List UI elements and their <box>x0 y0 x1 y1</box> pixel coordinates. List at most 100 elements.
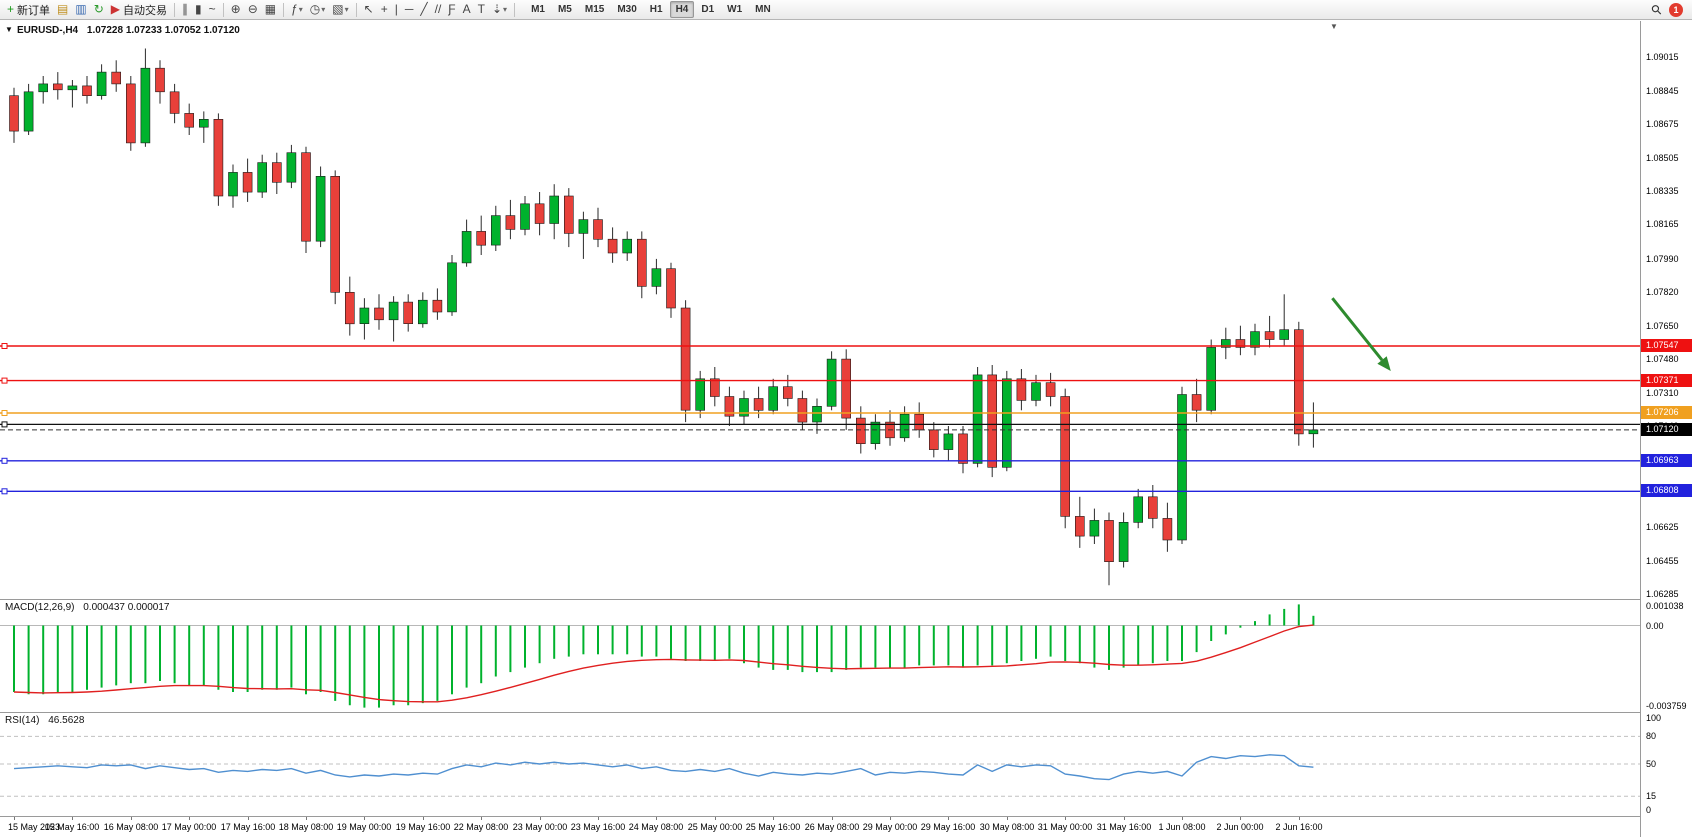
rsi-value-label: 46.5628 <box>48 715 85 726</box>
price-level-badge: 1.06808 <box>1641 484 1692 497</box>
timeframe-w1-button[interactable]: W1 <box>727 4 743 15</box>
timeframe-h4-button[interactable]: H4 <box>669 1 695 18</box>
time-axis-tick <box>1182 817 1183 820</box>
time-axis-tick <box>890 817 891 820</box>
chart-header: EURUSD-,H4 1.07228 1.07233 1.07052 1.071… <box>17 25 240 36</box>
time-axis-label: 19 May 00:00 <box>336 822 392 832</box>
time-axis-label: 2 Jun 00:00 <box>1216 822 1264 832</box>
price-chart-panel[interactable]: ▼ EURUSD-,H4 1.07228 1.07233 1.07052 1.0… <box>0 21 1640 599</box>
trendline-button[interactable]: ╱ <box>417 1 430 18</box>
time-axis-tick <box>189 817 190 820</box>
timeframe-m15-button[interactable]: M15 <box>584 4 605 15</box>
panel-separator-rsi[interactable] <box>0 712 1692 713</box>
indicators-button[interactable]: ƒ ▾ <box>288 1 306 18</box>
time-axis[interactable]: 15 May 2023 15 May 16:00 16 May 08:00 17 Ma… <box>0 817 1640 837</box>
timeframe-m5-button[interactable]: M5 <box>557 4 572 15</box>
price-axis-label: 1.07990 <box>1646 254 1679 264</box>
time-axis-tick <box>1124 817 1125 820</box>
crosshair-button[interactable]: + <box>378 1 391 18</box>
channel-button[interactable]: // <box>432 1 445 18</box>
chart-window-button[interactable]: ▤ <box>54 1 71 18</box>
text-button[interactable]: A <box>460 1 474 18</box>
periods-button[interactable]: ◷ ▾ <box>307 1 329 18</box>
auto-trading-button[interactable]: ▶ 自动交易 <box>108 1 170 18</box>
time-axis-tick <box>1007 817 1008 820</box>
rsi-axis-label: 100 <box>1646 713 1662 723</box>
zoom-in-button[interactable]: ⊕ <box>228 1 244 18</box>
notification-badge[interactable]: 1 <box>1669 2 1683 17</box>
time-axis-tick <box>598 817 599 820</box>
search-icon[interactable]: ⚲ <box>1648 0 1666 18</box>
macd-values-label: 0.000437 0.000017 <box>83 602 170 613</box>
time-axis-label: 2 Jun 16:00 <box>1275 822 1323 832</box>
print-button[interactable]: ▥ <box>72 1 89 18</box>
level-anchor[interactable] <box>1 343 8 349</box>
panel-separator-macd[interactable] <box>0 599 1692 600</box>
chart-shift-marker[interactable]: ▼ <box>1330 22 1338 31</box>
timeframe-m1-button[interactable]: M1 <box>531 4 545 15</box>
vertical-line-button[interactable]: | <box>392 1 401 18</box>
timeframe-mn-button[interactable]: MN <box>755 4 771 15</box>
tile-windows-button[interactable]: ▦ <box>262 1 279 18</box>
candlestick-chart[interactable] <box>0 21 1640 599</box>
candles-chart-icon: ▮ <box>195 2 202 16</box>
cursor-button[interactable]: ↖ <box>361 1 377 18</box>
arrows-icon: ⇣ <box>491 2 503 16</box>
time-axis-label: 15 May 2023 <box>8 822 61 832</box>
horizontal-line-button[interactable]: ─ <box>402 1 417 18</box>
auto-trading-button-label: 自动交易 <box>123 4 167 17</box>
rsi-panel[interactable]: RSI(14) 46.5628 <box>0 713 1640 816</box>
toolbar-right: ⚲ 1 <box>1648 0 1688 18</box>
level-anchor[interactable] <box>1 488 8 495</box>
price-axis-label: 1.06625 <box>1646 522 1679 532</box>
timeframe-h1-button[interactable]: H1 <box>649 4 663 15</box>
trend-arrow-annotation[interactable] <box>1331 297 1391 371</box>
time-axis-tick <box>72 817 73 820</box>
time-axis-label: 23 May 16:00 <box>570 822 626 832</box>
ohlc-values-label: 1.07228 1.07233 1.07052 1.07120 <box>86 25 240 36</box>
price-level-badge: 1.07206 <box>1641 406 1692 419</box>
level-anchor[interactable] <box>1 377 8 384</box>
macd-signal-line <box>13 624 1314 703</box>
new-order-button-label: 新订单 <box>17 4 51 17</box>
bars-chart-button[interactable]: ∥ <box>179 1 191 18</box>
price-axis-label: 1.07650 <box>1646 321 1679 331</box>
price-axis-label: 1.08845 <box>1646 86 1679 96</box>
rsi-axis-label: 0 <box>1646 805 1652 815</box>
vertical-line-icon: | <box>394 2 398 16</box>
fibonacci-button[interactable]: Ƒ <box>445 1 458 18</box>
macd-panel[interactable]: MACD(12,26,9) 0.000437 0.000017 <box>0 600 1640 712</box>
one-click-trading-toggle[interactable]: ▼ <box>5 25 13 34</box>
label-button[interactable]: T <box>475 1 488 18</box>
dropdown-arrow-icon: ▾ <box>503 5 508 14</box>
level-anchor[interactable] <box>1 410 8 416</box>
price-level-badge: 1.07371 <box>1641 374 1692 387</box>
macd-axis-label: 0.001038 <box>1646 601 1684 611</box>
line-chart-button[interactable]: ~ <box>206 1 219 18</box>
timeframe-d1-button[interactable]: D1 <box>701 4 715 15</box>
tile-windows-icon: ▦ <box>264 2 277 16</box>
price-axis-label: 1.08505 <box>1646 153 1679 163</box>
level-anchor[interactable] <box>1 421 8 428</box>
level-anchor[interactable] <box>1 457 8 464</box>
candles-chart-button[interactable]: ▮ <box>192 1 205 18</box>
time-axis-tick <box>1065 817 1066 820</box>
zoom-out-button[interactable]: ⊖ <box>245 1 261 18</box>
time-axis-label: 29 May 00:00 <box>862 822 918 832</box>
time-axis-label: 22 May 08:00 <box>453 822 509 832</box>
arrows-button[interactable]: ⇣ ▾ <box>489 1 510 18</box>
crosshair-icon: + <box>380 2 388 16</box>
macd-axis-label: -0.003759 <box>1646 701 1687 711</box>
price-axis[interactable]: 1.09015 1.08845 1.08675 1.08505 1.08335 1.081… <box>1640 21 1692 837</box>
templates-button[interactable]: ▧ ▾ <box>329 1 351 18</box>
refresh-button[interactable]: ↻ <box>91 1 107 18</box>
dropdown-arrow-icon: ▾ <box>298 5 303 14</box>
periods-icon: ◷ <box>309 2 321 16</box>
new-order-button[interactable]: + 新订单 <box>4 1 53 18</box>
chart-window-icon: ▤ <box>57 2 69 16</box>
time-axis-label: 26 May 08:00 <box>804 822 860 832</box>
timeframe-m30-button[interactable]: M30 <box>617 4 637 15</box>
time-axis-label: 18 May 08:00 <box>278 822 334 832</box>
price-axis-label: 1.07310 <box>1646 388 1679 398</box>
